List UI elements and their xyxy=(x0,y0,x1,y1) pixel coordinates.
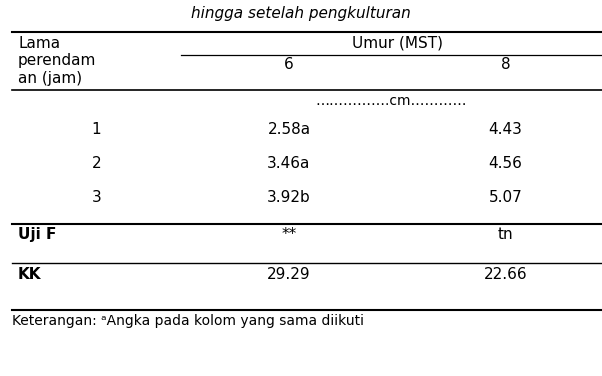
Text: KK: KK xyxy=(18,267,42,282)
Text: tn: tn xyxy=(498,227,514,243)
Text: 8: 8 xyxy=(501,57,510,72)
Text: Lama
perendam
an (jam): Lama perendam an (jam) xyxy=(18,36,96,85)
Text: **: ** xyxy=(281,227,297,243)
Text: 29.29: 29.29 xyxy=(267,267,311,282)
Text: Umur (MST): Umur (MST) xyxy=(352,36,443,51)
Text: 3: 3 xyxy=(92,190,101,205)
Text: …………….cm…………: …………….cm………… xyxy=(315,94,467,108)
Text: 3.92b: 3.92b xyxy=(267,190,311,205)
Text: Keterangan: ᵃAngka pada kolom yang sama diikuti: Keterangan: ᵃAngka pada kolom yang sama … xyxy=(12,314,364,328)
Text: 22.66: 22.66 xyxy=(484,267,527,282)
Text: 3.46a: 3.46a xyxy=(267,156,311,171)
Text: 1: 1 xyxy=(92,122,101,137)
Text: 2.58a: 2.58a xyxy=(267,122,311,137)
Text: Uji F: Uji F xyxy=(18,227,57,243)
Text: 6: 6 xyxy=(284,57,294,72)
Text: 2: 2 xyxy=(92,156,101,171)
Text: 5.07: 5.07 xyxy=(489,190,523,205)
Text: 4.56: 4.56 xyxy=(489,156,523,171)
Text: 4.43: 4.43 xyxy=(489,122,523,137)
Text: hingga setelah pengkulturan: hingga setelah pengkulturan xyxy=(191,6,411,21)
